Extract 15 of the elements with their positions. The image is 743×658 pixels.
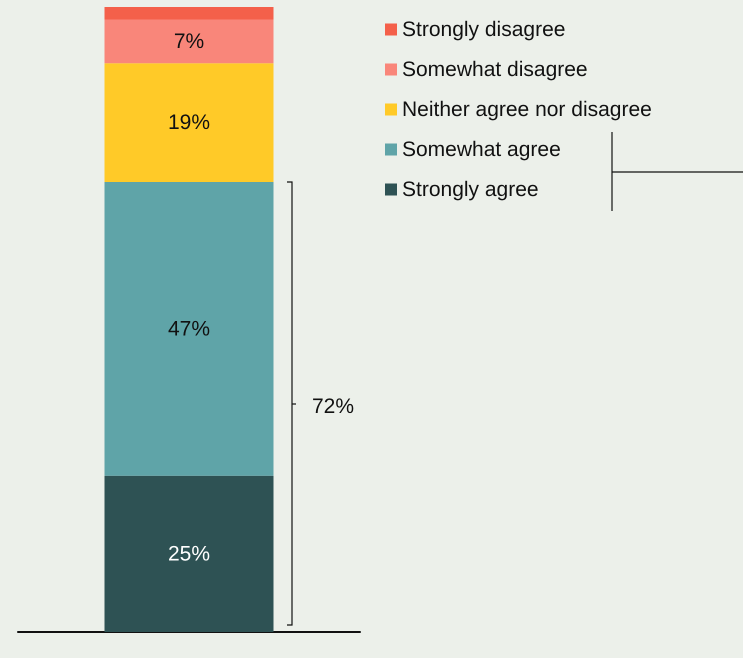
text: 72% xyxy=(312,395,354,418)
bar xyxy=(104,476,274,632)
data-label: 7% xyxy=(174,30,204,53)
legend-label: Neither agree nor disagree xyxy=(402,98,652,121)
data-label: 47% xyxy=(168,317,210,340)
legend-label: Strongly agree xyxy=(402,178,539,201)
legend-label: Somewhat disagree xyxy=(402,58,588,81)
legend-label: Somewhat agree xyxy=(402,138,561,161)
bar xyxy=(104,7,274,20)
bar xyxy=(104,63,274,182)
data-label: 25% xyxy=(168,542,210,566)
legend-label: Strongly disagree xyxy=(402,18,566,41)
data-label: 19% xyxy=(168,111,210,134)
bar xyxy=(104,20,274,64)
bar xyxy=(104,182,274,476)
